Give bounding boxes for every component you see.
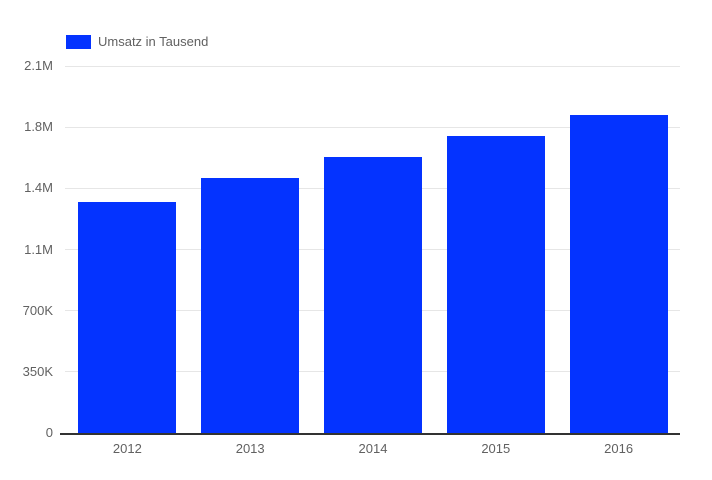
y-tick-label: 350K [22,363,53,379]
y-tick-label: 1.1M [24,241,53,257]
bar-2013[interactable] [201,177,300,433]
y-tick-label: 2.1M [24,58,53,73]
bar-2016[interactable] [569,114,668,433]
x-tick-label: 2016 [604,441,634,456]
y-tick-label: 700K [22,302,53,318]
x-tick-label: 2014 [358,441,388,456]
bar-2012[interactable] [78,202,177,433]
x-tick-label: 2012 [112,441,142,456]
y-gridline [65,65,680,67]
x-tick-label: 2013 [235,441,265,456]
y-gridline [65,126,680,128]
x-tick-label: 2015 [481,441,511,456]
bar-2014[interactable] [324,156,422,433]
y-tick-label: 0 [45,425,53,440]
x-axis-line [60,433,680,435]
legend: Umsatz in Tausend [66,34,208,49]
legend-swatch [66,34,91,49]
bar-2015[interactable] [446,135,545,433]
y-tick-label: 1.8M [24,119,53,135]
y-tick-label: 1.4M [24,180,53,196]
legend-label: Umsatz in Tausend [98,34,209,49]
